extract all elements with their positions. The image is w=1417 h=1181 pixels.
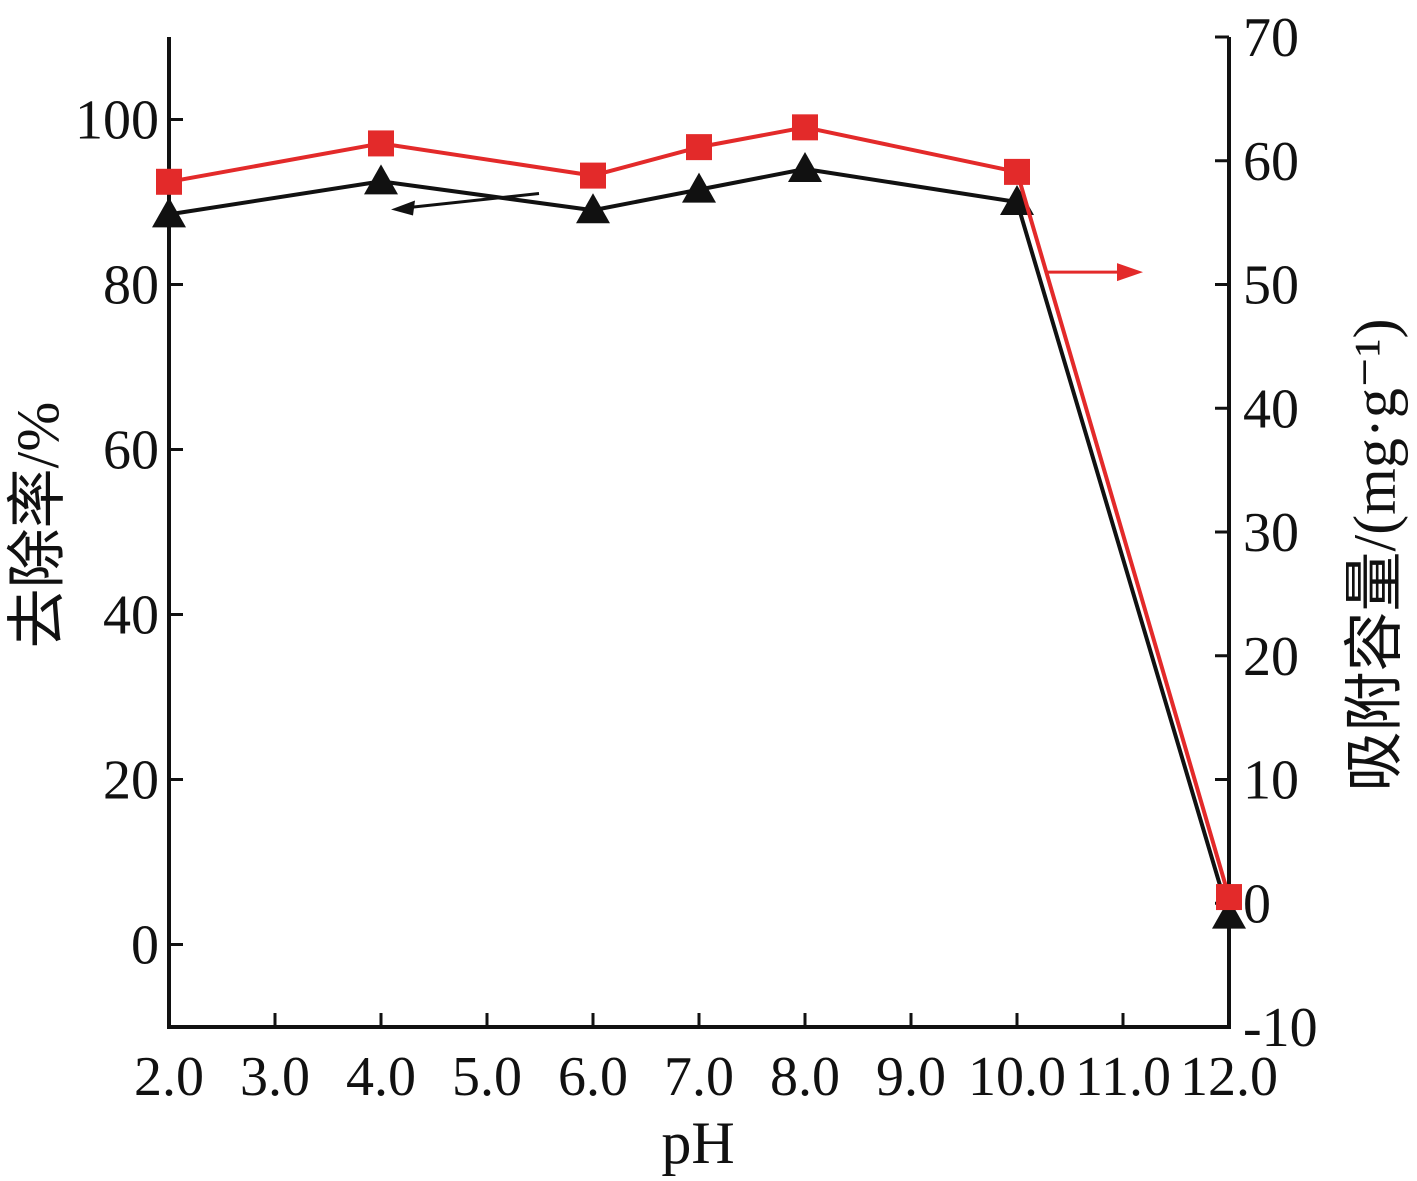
ticks: 2.0 3.0 4.0 5.0 6.0 7.0 8.0 9.0 10.0 11.0 12.0 0 20 4… <box>75 7 1318 1108</box>
x-tick-label: 7.0 <box>664 1046 734 1108</box>
x-tick-label: 2.0 <box>134 1046 204 1108</box>
series-line-1 <box>168 167 1231 917</box>
arrow-right-head <box>1117 263 1143 282</box>
arrow-left-shaft <box>408 192 540 209</box>
x-tick-label: 10.0 <box>968 1046 1066 1108</box>
x-tick-label: 3.0 <box>240 1046 310 1108</box>
data-point-triangle <box>788 152 822 182</box>
data-point-square <box>156 168 182 195</box>
y-left-tick-label: 40 <box>103 585 159 647</box>
y-right-tick-label: 30 <box>1243 502 1299 564</box>
x-tick-label: 8.0 <box>770 1046 840 1108</box>
data-point-square <box>792 114 818 141</box>
y-right-tick-label: 40 <box>1243 378 1299 440</box>
data-point-triangle <box>152 197 186 228</box>
data-point-square <box>1004 158 1030 185</box>
y-right-tick-label: 0 <box>1243 873 1271 935</box>
data-point-square <box>686 134 712 161</box>
x-tick-label: 6.0 <box>558 1046 628 1108</box>
y-left-tick-label: 0 <box>131 915 159 977</box>
x-axis-label: pH <box>661 1110 734 1176</box>
data-point-triangle <box>682 172 716 203</box>
y-right-tick-label: 50 <box>1243 255 1299 317</box>
series-line-2 <box>168 125 1231 898</box>
data-point-triangle <box>364 164 398 195</box>
y-right-tick-label: 60 <box>1243 131 1299 193</box>
data-point-square <box>368 130 394 157</box>
y-right-tick-label: 10 <box>1243 750 1299 812</box>
data-point-triangle <box>1212 898 1246 929</box>
y-left-tick-label: 60 <box>103 420 159 482</box>
y-axis-left-label: 去除率/% <box>5 402 71 649</box>
x-tick-label: 12.0 <box>1180 1046 1278 1108</box>
series <box>152 114 1246 929</box>
y-right-tick-label: 70 <box>1243 7 1299 69</box>
data-point-triangle <box>576 193 610 224</box>
data-point-square <box>580 162 606 189</box>
y-right-tick-label: -10 <box>1243 997 1318 1059</box>
y-left-tick-label: 100 <box>75 90 159 152</box>
y-axis-right-label: 吸附容量/(mg·g⁻¹) <box>1342 319 1408 792</box>
x-tick-label: 5.0 <box>452 1046 522 1108</box>
data-point-square <box>1216 884 1242 911</box>
annotations <box>391 192 1143 282</box>
x-tick-label: 9.0 <box>876 1046 946 1108</box>
y-left-tick-label: 20 <box>103 750 159 812</box>
x-tick-label: 11.0 <box>1075 1046 1171 1108</box>
arrow-left-head <box>391 200 415 216</box>
x-tick-label: 4.0 <box>346 1046 416 1108</box>
y-left-tick-label: 80 <box>103 255 159 317</box>
y-right-tick-label: 20 <box>1243 626 1299 688</box>
